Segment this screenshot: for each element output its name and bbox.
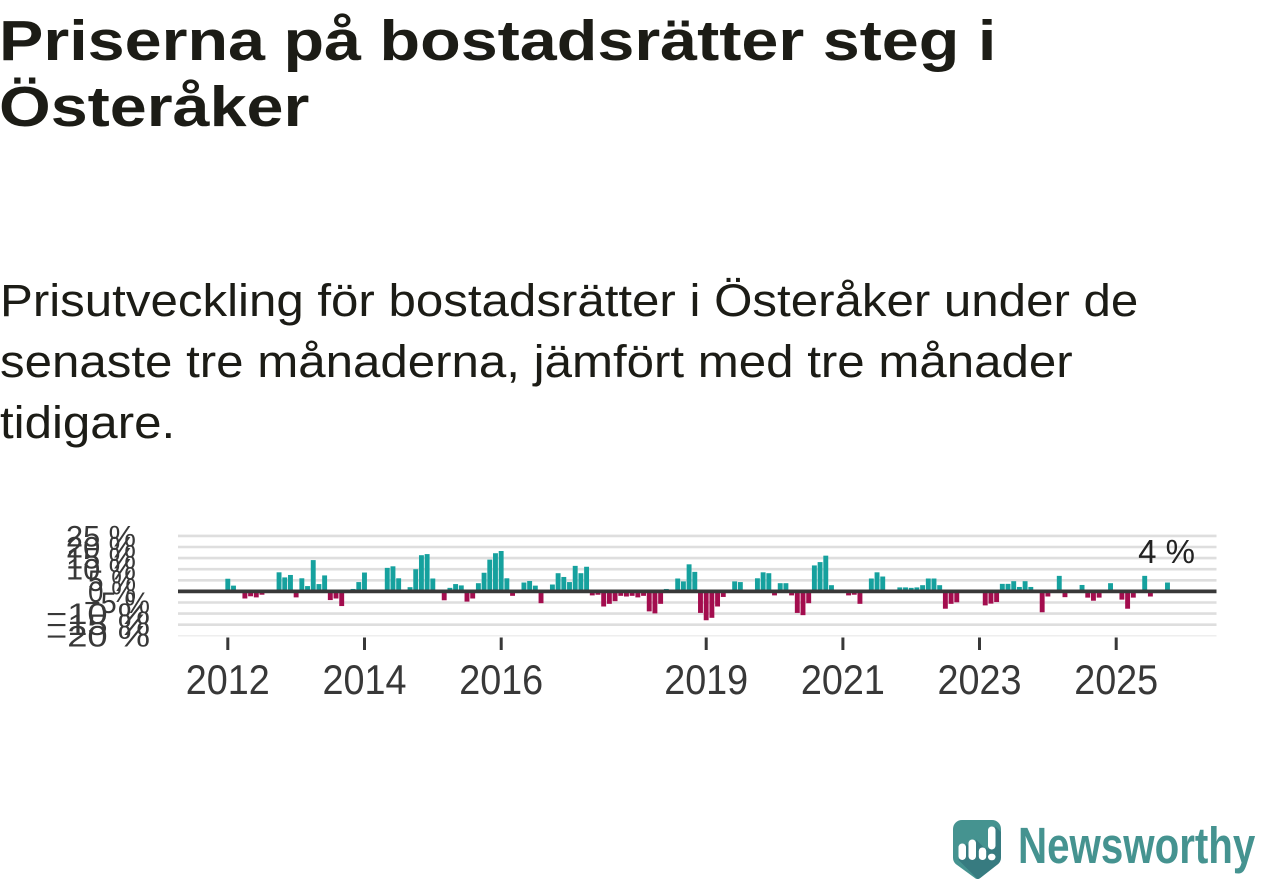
svg-text:15 %: 15 % (66, 543, 136, 576)
svg-text:−20 %: −20 % (46, 620, 150, 653)
svg-text:5 %: 5 % (88, 565, 136, 598)
svg-text:2014: 2014 (323, 656, 407, 703)
svg-text:−5 %: −5 % (84, 587, 150, 620)
svg-text:2012: 2012 (186, 656, 270, 703)
svg-text:2019: 2019 (664, 656, 748, 703)
svg-text:−15 %: −15 % (46, 609, 150, 642)
svg-text:0 %: 0 % (88, 576, 136, 609)
svg-text:4 %: 4 % (1138, 533, 1195, 570)
svg-text:−10 %: −10 % (46, 598, 150, 631)
svg-text:2021: 2021 (801, 656, 885, 703)
svg-text:25 %: 25 % (66, 520, 136, 553)
svg-text:10 %: 10 % (66, 554, 136, 587)
svg-text:2025: 2025 (1074, 656, 1158, 703)
svg-text:2023: 2023 (938, 656, 1022, 703)
svg-text:2016: 2016 (459, 656, 543, 703)
svg-text:20 %: 20 % (66, 532, 136, 565)
